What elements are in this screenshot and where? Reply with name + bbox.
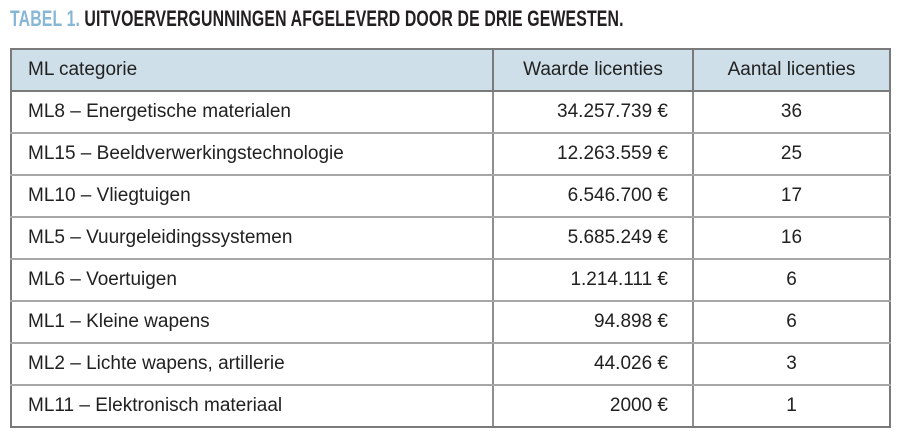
column-header-waarde-licenties: Waarde licenties xyxy=(492,48,694,92)
table-row: ML8 – Energetische materialen 34.257.739… xyxy=(10,90,891,134)
table-row: ML6 – Voertuigen 1.214.111 € 6 xyxy=(10,258,891,302)
header-row: ML categorie Waarde licenties Aantal lic… xyxy=(10,48,891,92)
cell-aantal: 1 xyxy=(692,384,891,428)
cell-categorie: ML1 – Kleine wapens xyxy=(10,300,494,344)
column-header-aantal-licenties: Aantal licenties xyxy=(692,48,891,92)
cell-categorie: ML11 – Elektronisch materiaal xyxy=(10,384,494,428)
cell-aantal: 16 xyxy=(692,216,891,260)
cell-aantal: 25 xyxy=(692,132,891,176)
cell-aantal: 36 xyxy=(692,90,891,134)
table-body: ML8 – Energetische materialen 34.257.739… xyxy=(10,90,891,428)
cell-waarde: 2000 € xyxy=(492,384,694,428)
cell-waarde: 5.685.249 € xyxy=(492,216,694,260)
cell-waarde: 34.257.739 € xyxy=(492,90,694,134)
cell-categorie: ML10 – Vliegtuigen xyxy=(10,174,494,218)
cell-aantal: 3 xyxy=(692,342,891,386)
table-caption-number: TABEL 1. xyxy=(10,6,81,31)
cell-categorie: ML6 – Voertuigen xyxy=(10,258,494,302)
cell-waarde: 6.546.700 € xyxy=(492,174,694,218)
cell-categorie: ML15 – Beeldverwerkingstechnologie xyxy=(10,132,494,176)
table-row: ML15 – Beeldverwerkingstechnologie 12.26… xyxy=(10,132,891,176)
table-row: ML1 – Kleine wapens 94.898 € 6 xyxy=(10,300,891,344)
table-row: ML2 – Lichte wapens, artillerie 44.026 €… xyxy=(10,342,891,386)
cell-aantal: 6 xyxy=(692,258,891,302)
cell-categorie: ML2 – Lichte wapens, artillerie xyxy=(10,342,494,386)
export-licenses-table: ML categorie Waarde licenties Aantal lic… xyxy=(10,48,891,428)
cell-waarde: 94.898 € xyxy=(492,300,694,344)
table-row: ML11 – Elektronisch materiaal 2000 € 1 xyxy=(10,384,891,428)
cell-aantal: 17 xyxy=(692,174,891,218)
cell-aantal: 6 xyxy=(692,300,891,344)
table-caption: TABEL 1. UITVOERVERGUNNINGEN AFGELEVERD D… xyxy=(10,6,624,32)
column-header-ml-categorie: ML categorie xyxy=(10,48,494,92)
cell-waarde: 1.214.111 € xyxy=(492,258,694,302)
cell-categorie: ML5 – Vuurgeleidingssystemen xyxy=(10,216,494,260)
table-row: ML10 – Vliegtuigen 6.546.700 € 17 xyxy=(10,174,891,218)
table-caption-title: UITVOERVERGUNNINGEN AFGELEVERD DOOR DE D… xyxy=(84,6,624,31)
cell-waarde: 12.263.559 € xyxy=(492,132,694,176)
cell-waarde: 44.026 € xyxy=(492,342,694,386)
cell-categorie: ML8 – Energetische materialen xyxy=(10,90,494,134)
table-row: ML5 – Vuurgeleidingssystemen 5.685.249 €… xyxy=(10,216,891,260)
